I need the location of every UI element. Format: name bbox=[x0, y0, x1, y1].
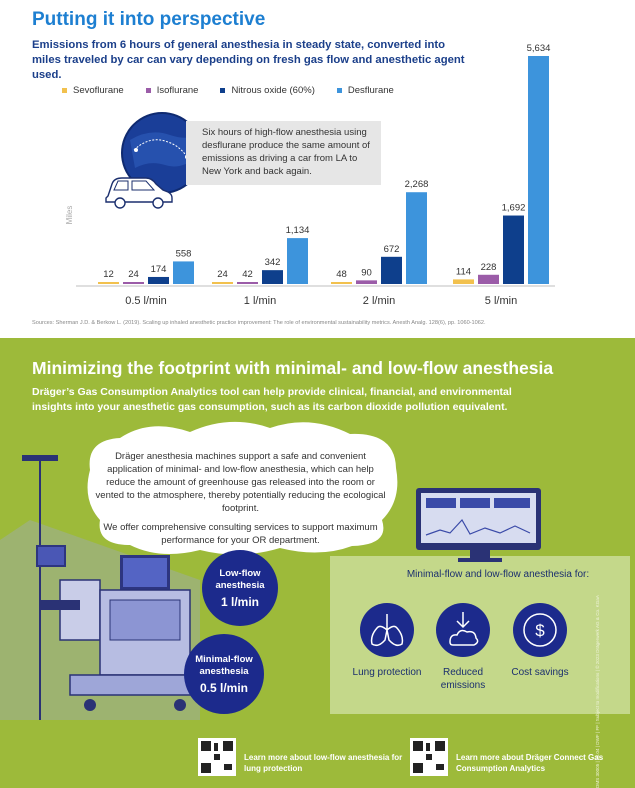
benefit-label-lung: Lung protection bbox=[352, 667, 422, 678]
legend-item-nitrous-oxide: Nitrous oxide (60%) bbox=[220, 85, 315, 96]
callout-box: Six hours of high-flow anesthesia using … bbox=[186, 121, 381, 185]
car-icon bbox=[105, 177, 173, 209]
qr-link-gas-analytics[interactable]: Learn more about Dräger Connect Gas Cons… bbox=[456, 753, 604, 773]
minimal-flow-label: Minimal-flow anesthesia bbox=[195, 653, 253, 677]
cloud-text: Dräger anesthesia machines support a saf… bbox=[93, 450, 388, 553]
cloud-paragraph: Dräger anesthesia machines support a saf… bbox=[95, 451, 386, 514]
qr-link-lung-protection[interactable]: Learn more about low-flow anesthesia for… bbox=[244, 753, 403, 773]
data-label: 174 bbox=[151, 264, 167, 275]
bar-5lmin-sevoflurane bbox=[453, 279, 474, 284]
bar-2lmin-sevoflurane bbox=[331, 282, 352, 284]
low-flow-value: 1 l/min bbox=[220, 594, 259, 609]
legend-item-isoflurane: Isoflurane bbox=[145, 85, 199, 96]
sources-text: Sources: Sherman J.D. & Berkow L. (2019)… bbox=[32, 320, 486, 326]
section-subtitle: Dräger’s Gas Consumption Analytics tool … bbox=[32, 386, 512, 413]
data-label: 114 bbox=[456, 266, 471, 277]
bar-5lmin-nitrous bbox=[503, 215, 524, 284]
data-label: 2,268 bbox=[405, 179, 429, 190]
globe-icon bbox=[121, 112, 203, 194]
cloud-paragraph: We offer comprehensive consulting servic… bbox=[103, 522, 378, 546]
bar-1lmin-nitrous bbox=[262, 270, 283, 284]
y-axis-label: Miles bbox=[65, 206, 74, 225]
chart-legend: Sevoflurane Isoflurane Nitrous oxide (60… bbox=[62, 85, 394, 96]
low-flow-label: Low-flow anesthesia bbox=[215, 567, 265, 591]
legend-item-desflurane: Desflurane bbox=[336, 85, 394, 96]
chart-subtitle: Emissions from 6 hours of general anesth… bbox=[32, 39, 465, 81]
benefit-label-cost: Cost savings bbox=[511, 667, 569, 678]
legend-swatch bbox=[336, 88, 342, 93]
legend-label: Isoflurane bbox=[156, 85, 199, 96]
data-label: 672 bbox=[384, 244, 400, 255]
minimal-flow-badge: Minimal-flow anesthesia 0.5 l/min bbox=[184, 634, 264, 714]
data-label: 42 bbox=[242, 269, 253, 280]
perspective-section: Putting it into perspective Emissions fr… bbox=[0, 0, 635, 338]
data-label: 1,134 bbox=[286, 225, 310, 236]
data-label: 228 bbox=[481, 262, 497, 273]
low-flow-badge: Low-flow anesthesia 1 l/min bbox=[202, 550, 278, 626]
x-tick-label: 1 l/min bbox=[244, 295, 276, 307]
benefit-label-emissions: Reduced emissions bbox=[440, 667, 486, 691]
x-tick-label: 2 l/min bbox=[363, 295, 395, 307]
data-label: 90 bbox=[361, 267, 372, 278]
data-label: 48 bbox=[336, 269, 347, 280]
footprint-section: Minimizing the footprint with minimal- a… bbox=[0, 338, 635, 788]
bar-2lmin-desflurane bbox=[406, 192, 427, 284]
benefits-title: Minimal-flow and low-flow anesthesia for… bbox=[406, 569, 590, 580]
x-tick-label: 0.5 l/min bbox=[125, 295, 167, 307]
bar-05lmin-isoflurane bbox=[123, 282, 144, 284]
page-title: Putting it into perspective bbox=[32, 9, 266, 30]
legal-sidebar-text: DMS 30005 | 23.04 | DWF | FF | Subject t… bbox=[595, 595, 600, 788]
data-label: 24 bbox=[217, 269, 228, 280]
data-label: 12 bbox=[103, 269, 114, 280]
data-label: 1,692 bbox=[502, 203, 526, 214]
bar-1lmin-isoflurane bbox=[237, 282, 258, 284]
section-title: Minimizing the footprint with minimal- a… bbox=[32, 358, 554, 378]
bar-5lmin-desflurane bbox=[528, 56, 549, 284]
bar-05lmin-nitrous bbox=[148, 276, 169, 284]
data-label: 558 bbox=[176, 248, 192, 259]
bar-1lmin-sevoflurane bbox=[212, 282, 233, 284]
data-label: 24 bbox=[128, 269, 139, 280]
bar-2lmin-isoflurane bbox=[356, 280, 377, 284]
legend-swatch bbox=[220, 88, 226, 93]
bar-2lmin-nitrous bbox=[381, 256, 402, 284]
legend-label: Desflurane bbox=[347, 85, 394, 96]
legend-swatch bbox=[62, 88, 67, 93]
data-label: 342 bbox=[265, 257, 281, 268]
bar-05lmin-desflurane bbox=[173, 261, 194, 284]
bar-05lmin-sevoflurane bbox=[98, 282, 119, 284]
data-label: 5,634 bbox=[527, 43, 551, 54]
bar-chart: Miles 12 24 174 558 0.5 l/min 24 42 342 1,134 1 l… bbox=[65, 43, 555, 307]
legend-label: Nitrous oxide (60%) bbox=[231, 85, 315, 96]
x-tick-label: 5 l/min bbox=[485, 295, 517, 307]
legend-label: Sevoflurane bbox=[73, 85, 124, 96]
legend-swatch bbox=[145, 88, 151, 93]
bar-5lmin-isoflurane bbox=[478, 274, 499, 284]
minimal-flow-value: 0.5 l/min bbox=[199, 680, 249, 695]
bar-1lmin-desflurane bbox=[287, 238, 308, 284]
legend-item-sevoflurane: Sevoflurane bbox=[62, 85, 124, 96]
